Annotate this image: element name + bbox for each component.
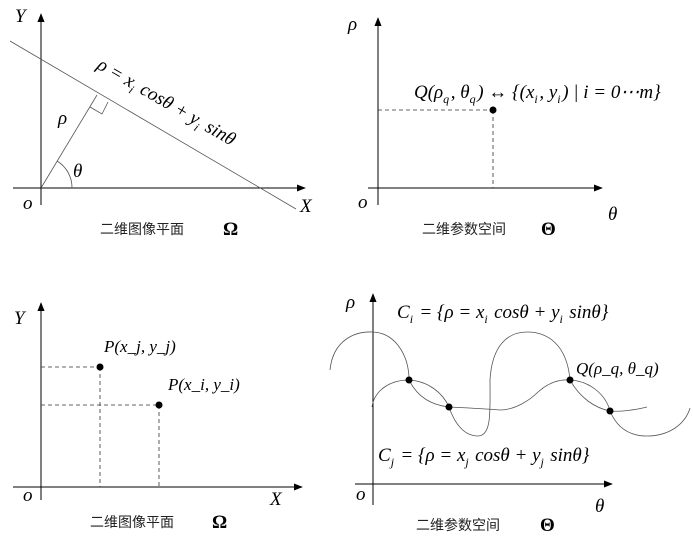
y-axis-label: Y	[14, 308, 27, 329]
point-pi-label: P(x_i, y_i)	[167, 375, 240, 394]
panel-image-plane-line: Y X o ρ θ ρ = xi cosθ + yi sinθ 二维图像平面 Ω	[9, 6, 313, 240]
rho-label: ρ	[57, 108, 67, 129]
origin-label: o	[23, 485, 33, 506]
curve-cj	[371, 379, 648, 412]
intersection-point	[405, 376, 413, 384]
x-axis-label: X	[269, 489, 283, 510]
x-axis-label: X	[299, 196, 313, 217]
point-q-label: Q(ρ_q, θ_q)	[576, 359, 659, 378]
panel-parameter-space-curves: ρ θ o Ci = {ρ = xi cosθ + yi sinθ} Cj = …	[329, 292, 691, 536]
curve-ci	[329, 331, 691, 437]
theta-label: θ	[73, 161, 82, 182]
origin-label: o	[356, 484, 366, 505]
y-axis-label: Y	[15, 6, 28, 27]
point-pi	[155, 401, 163, 409]
rho-axis-label: ρ	[345, 292, 355, 313]
hough-line	[9, 40, 297, 210]
omega-symbol: Ω	[212, 512, 227, 533]
point-q	[489, 106, 497, 114]
panel-image-plane-points: Y X o P(x_j, y_j) P(x_i, y_i) 二维图像平面 Ω	[13, 302, 303, 533]
point-q-label: Q(ρq , θq ) ↔ {(xi , yi ) | i = 0⋯m}	[414, 82, 661, 106]
curve-ci-label: Ci = {ρ = xi cosθ + yi sinθ}	[397, 302, 609, 326]
curve-cj-label: Cj = {ρ = xj cosθ + yj sinθ}	[378, 445, 590, 469]
right-angle-mark	[89, 101, 109, 115]
caption: 二维图像平面	[90, 515, 174, 531]
point-pj	[96, 363, 104, 371]
theta-symbol: Θ	[540, 515, 555, 536]
caption: 二维参数空间	[416, 517, 500, 534]
rho-axis-label: ρ	[347, 14, 357, 35]
theta-symbol: Θ	[541, 219, 556, 240]
omega-symbol: Ω	[223, 219, 238, 240]
theta-axis-label: θ	[595, 496, 604, 517]
panel-parameter-space-point: ρ θ o Q(ρq , θq ) ↔ {(xi , yi ) | i = 0⋯…	[347, 14, 661, 240]
intersection-point	[445, 403, 453, 411]
origin-label: o	[358, 192, 368, 213]
caption: 二维图像平面	[100, 222, 184, 238]
line-equation: ρ = xi cosθ + yi sinθ	[91, 54, 239, 153]
caption: 二维参数空间	[422, 221, 506, 238]
origin-label: o	[23, 193, 33, 214]
theta-arc	[56, 160, 73, 189]
intersection-point-q	[566, 376, 574, 384]
intersection-point	[606, 407, 614, 415]
point-pj-label: P(x_j, y_j)	[103, 337, 176, 356]
theta-axis-label: θ	[608, 204, 617, 225]
rho-normal	[40, 94, 98, 189]
